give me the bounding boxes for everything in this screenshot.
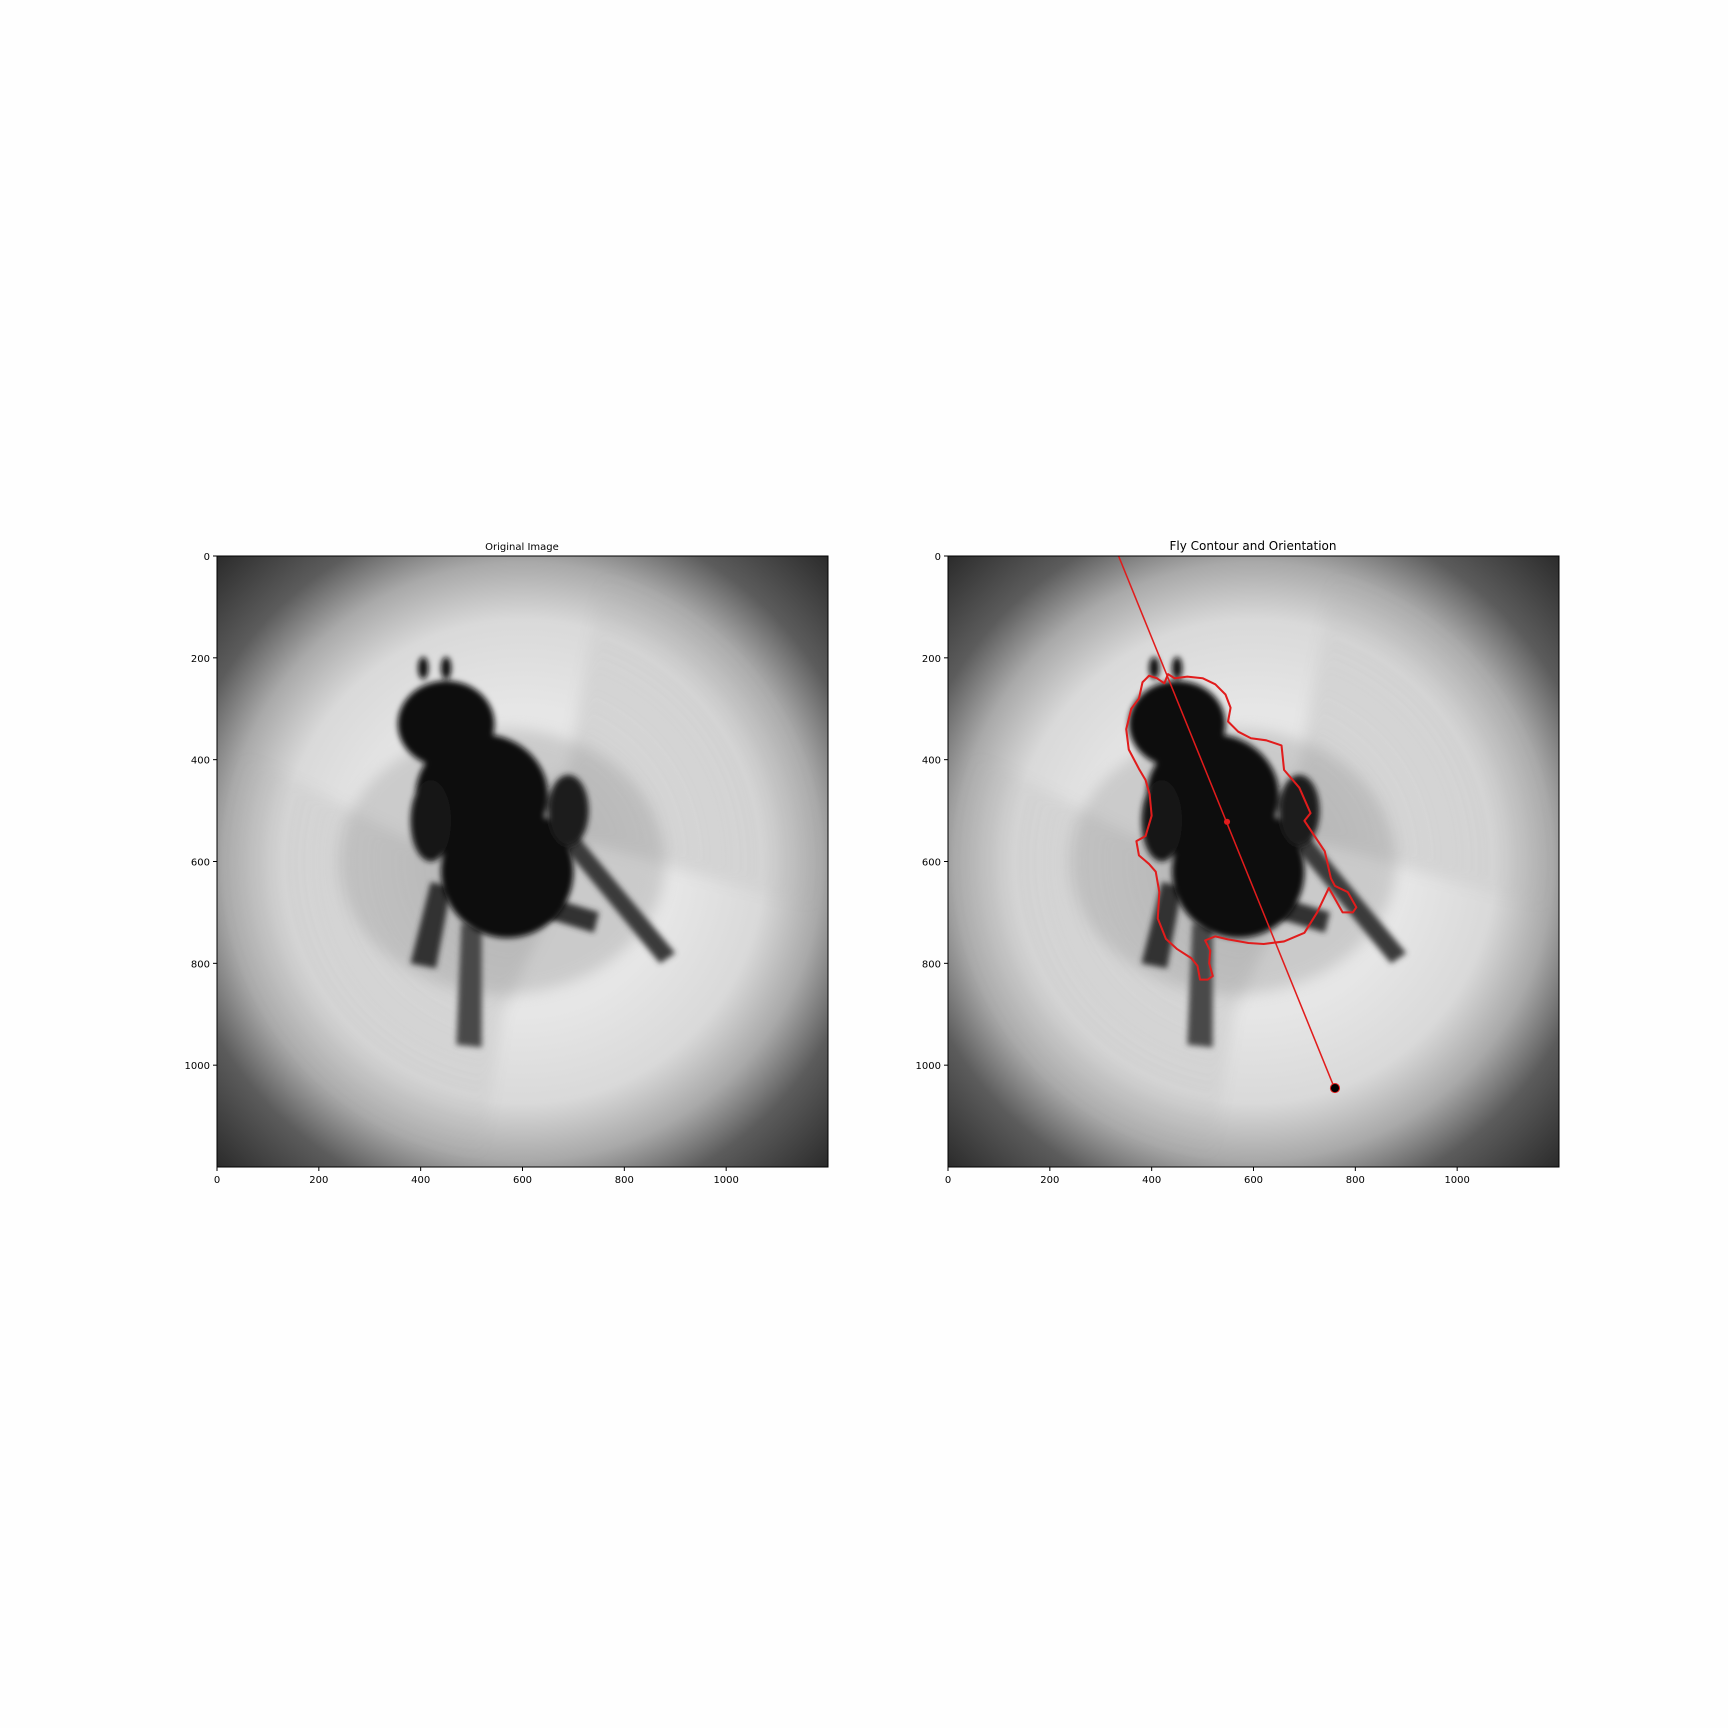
- y-tick-label: 400: [922, 756, 941, 767]
- x-tick-label: 1000: [1444, 1175, 1469, 1186]
- image-original: [217, 556, 828, 1167]
- x-tick-label: 800: [615, 1175, 634, 1186]
- y-tick-label: 600: [191, 858, 210, 869]
- x-tick-label: 600: [1244, 1175, 1263, 1186]
- tick-group: 0 200 400 600 800 1000 0 200 400 600 800 1000: [916, 552, 1470, 1186]
- y-tick-label: 0: [935, 552, 941, 563]
- x-tick-label: 800: [1346, 1175, 1365, 1186]
- image-contour: [948, 556, 1559, 1167]
- axes-fly-contour: Fly Contour and Orientation 0 200 400 600 80…: [916, 539, 1560, 1186]
- overlay: [1117, 556, 1358, 1094]
- head-point: [1329, 1082, 1341, 1094]
- y-tick-label: 400: [191, 756, 210, 767]
- y-tick-label: 0: [204, 552, 210, 563]
- y-tick-label: 800: [191, 959, 210, 970]
- fly-contour: [1125, 673, 1358, 981]
- chart-title: Original Image: [485, 542, 559, 553]
- tick-group: 0 200 400 600 800 1000 0 200 400 600 800 1000: [185, 552, 739, 1186]
- y-tick-label: 1000: [185, 1061, 210, 1072]
- x-tick-label: 200: [309, 1175, 328, 1186]
- y-tick-label: 200: [191, 654, 210, 665]
- x-tick-label: 400: [411, 1175, 430, 1186]
- y-tick-label: 600: [922, 858, 941, 869]
- y-tick-label: 800: [922, 959, 941, 970]
- axes-original-image: Original Image 0 200 400 600 800 1000 0 200 400 6…: [185, 542, 829, 1186]
- y-tick-label: 200: [922, 654, 941, 665]
- chart-title: Fly Contour and Orientation: [1169, 539, 1336, 553]
- y-tick-label: 1000: [916, 1061, 941, 1072]
- x-tick-label: 400: [1142, 1175, 1161, 1186]
- x-tick-label: 1000: [713, 1175, 738, 1186]
- x-tick-label: 200: [1040, 1175, 1059, 1186]
- x-tick-label: 0: [945, 1175, 951, 1186]
- x-tick-label: 0: [214, 1175, 220, 1186]
- x-tick-label: 600: [513, 1175, 532, 1186]
- centroid-point: [1223, 818, 1231, 825]
